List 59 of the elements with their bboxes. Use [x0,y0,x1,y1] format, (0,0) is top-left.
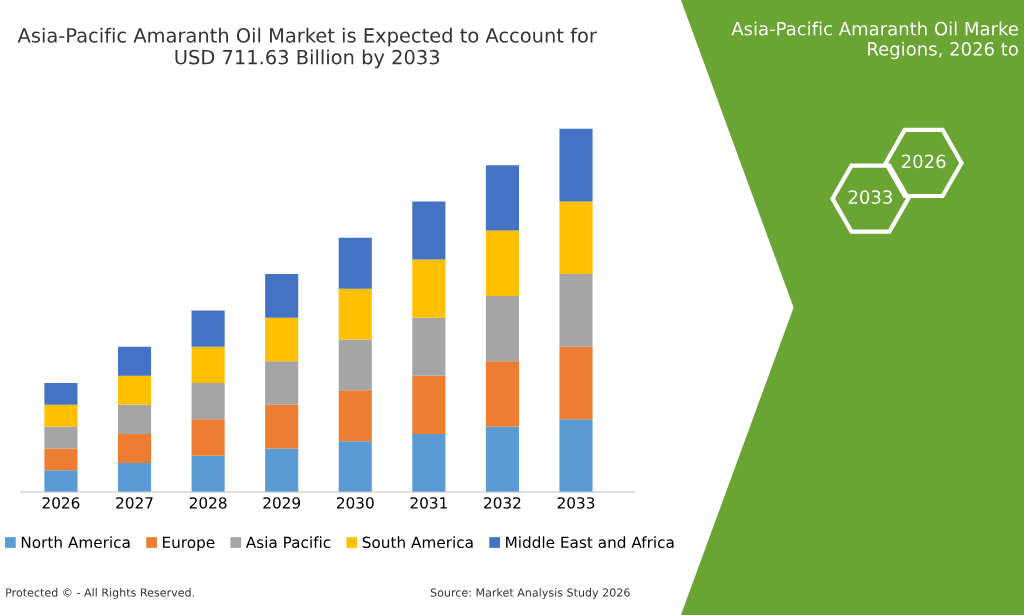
bar [338,288,372,340]
bar [191,419,225,456]
chart-title: Asia-Pacific Amaranth Oil Market is Expected to Account for USD 711.63 Billion by 2033 [17,27,597,69]
bar [44,404,78,427]
x-tick-label: 2029 [263,497,301,509]
bar [265,274,299,318]
x-tick-label: 2028 [189,497,227,509]
bar [191,455,225,492]
bar [338,237,372,289]
bar [485,361,519,427]
bar [338,441,372,492]
text: Protected © - All Rights Reserved. [6,588,194,599]
bar [338,390,372,442]
bar [559,419,593,492]
bar [265,361,299,405]
x-tick-label: 2026 [42,497,80,509]
legend-label: South America [362,536,473,549]
bar [485,426,519,492]
legend-label: Europe [162,536,215,552]
bar [44,383,78,405]
text: 2033 [848,190,892,204]
bar [559,128,593,202]
bar [265,404,299,449]
bar [117,346,152,376]
bar [191,310,225,347]
legend-label: Middle East and Africa [506,536,674,549]
x-tick-label: 2031 [410,497,447,509]
bar [485,295,519,362]
bar [485,230,519,296]
bar [191,383,225,420]
bar [117,404,152,434]
source-note: Source: Market Analysis Study 2026 [430,588,630,599]
bar [117,375,152,405]
bar [338,339,372,391]
text: Asia-Pacific Amaranth Oil Marke Regions, 2026 to [731,21,1018,60]
x-tick-label: 2033 [557,497,595,509]
text: 2026 [902,154,946,169]
bar [44,426,78,449]
bar [412,433,446,492]
x-tick-label: 2032 [484,497,521,509]
bar [44,470,78,492]
bar [117,433,152,463]
x-tick-label: 2027 [116,497,153,509]
bar [265,448,299,492]
bar [117,462,152,492]
bar [191,346,225,384]
bar [412,259,446,318]
legend-label: North America [21,536,130,549]
bar [265,317,299,362]
bar [559,201,593,275]
bar [44,448,78,471]
bar [485,165,519,231]
bar [559,274,593,347]
legend-label: Asia Pacific [245,536,331,549]
bar [412,201,446,260]
bar [412,317,446,376]
bar [412,375,446,434]
bar [559,346,593,420]
x-tick-label: 2030 [336,497,374,509]
